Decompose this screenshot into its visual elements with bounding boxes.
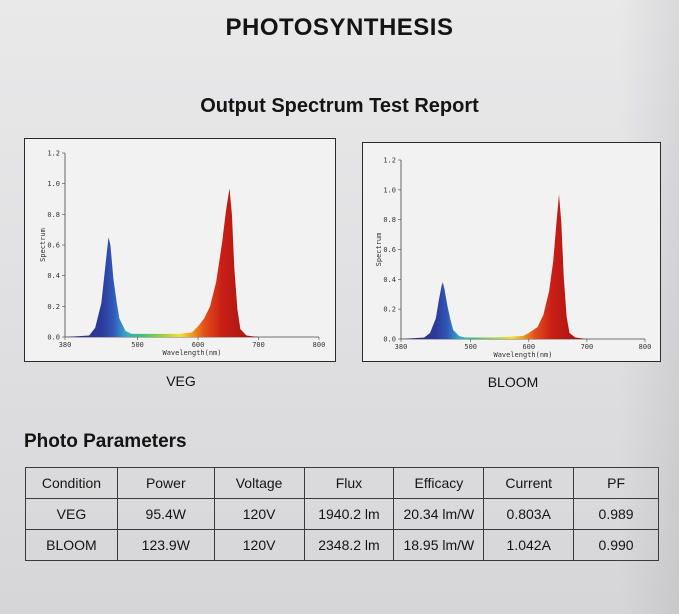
x-tick-label: 380: [395, 343, 408, 351]
photo-parameters-heading: Photo Parameters: [24, 431, 187, 452]
y-tick-label: 0.6: [383, 246, 396, 254]
veg-spectrum-chart: 0.0 0.2 0.4 0.6 0.8 1.0 1.2 380 500 600 700 800 Wave…: [24, 138, 336, 362]
bloom-chart-caption: BLOOM: [487, 374, 539, 390]
header-current: Current: [483, 467, 575, 499]
bloom-spectrum-svg: 0.0 0.2 0.4 0.6 0.8 1.0 1.2 380 500 600 700 800 Wave…: [375, 157, 652, 360]
cell-voltage: 120V: [213, 498, 305, 530]
x-tick-label: 500: [131, 341, 144, 349]
cell-efficacy: 18.95 lm/W: [393, 529, 485, 561]
x-tick-label: 800: [313, 341, 326, 349]
y-tick-label: 0.0: [47, 334, 60, 342]
y-tick-label: 0.8: [47, 211, 60, 219]
header-pf: PF: [573, 467, 659, 499]
cell-current: 0.803A: [483, 498, 575, 530]
x-axis-label: Wavelength(nm): [162, 349, 221, 357]
cell-pf: 0.989: [573, 498, 659, 530]
cell-condition: BLOOM: [25, 529, 118, 561]
header-power: Power: [116, 467, 215, 499]
y-tick-label: 0.4: [383, 276, 396, 284]
y-tick-label: 0.0: [383, 336, 396, 344]
y-axis-label: Spectrum: [375, 233, 383, 267]
cell-flux: 1940.2 lm: [303, 498, 395, 530]
table-row: VEG 95.4W 120V 1940.2 lm 20.34 lm/W 0.80…: [25, 498, 659, 530]
x-tick-label: 800: [639, 343, 652, 351]
x-tick-label: 700: [252, 341, 265, 349]
header-flux: Flux: [303, 467, 395, 499]
bloom-spectrum-chart: 0.0 0.2 0.4 0.6 0.8 1.0 1.2 380 500 600 700 800 Wave…: [362, 142, 661, 362]
spectrum-area: [401, 194, 645, 339]
x-tick-label: 600: [522, 343, 535, 351]
x-tick-label: 700: [581, 343, 594, 351]
x-tick-label: 500: [464, 343, 477, 351]
y-tick-label: 1.0: [383, 186, 396, 194]
y-tick-label: 1.2: [47, 150, 60, 158]
cell-condition: VEG: [25, 498, 118, 530]
page-title: PHOTOSYNTHESIS: [225, 14, 454, 41]
spectrum-area: [65, 188, 319, 337]
x-tick-label: 380: [59, 341, 72, 349]
y-tick-label: 0.2: [383, 306, 396, 314]
report-subtitle: Output Spectrum Test Report: [200, 95, 479, 117]
y-axis-label: Spectrum: [39, 228, 47, 262]
y-tick-label: 1.2: [383, 157, 396, 165]
y-tick-label: 1.0: [47, 180, 60, 188]
cell-voltage: 120V: [213, 529, 305, 561]
x-tick-label: 600: [192, 341, 205, 349]
cell-current: 1.042A: [483, 529, 575, 561]
table-header-row: Condition Power Voltage Flux Efficacy Cu…: [25, 467, 659, 499]
x-axis-label: Wavelength(nm): [493, 351, 552, 359]
y-tick-label: 0.4: [47, 272, 60, 280]
table-row: BLOOM 123.9W 120V 2348.2 lm 18.95 lm/W 1…: [25, 529, 659, 561]
cell-efficacy: 20.34 lm/W: [393, 498, 485, 530]
header-voltage: Voltage: [213, 467, 305, 499]
y-tick-label: 0.6: [47, 242, 60, 250]
header-efficacy: Efficacy: [393, 467, 485, 499]
header-condition: Condition: [25, 467, 118, 499]
y-tick-label: 0.2: [47, 303, 60, 311]
photo-parameters-table: Condition Power Voltage Flux Efficacy Cu…: [25, 467, 659, 561]
veg-chart-caption: VEG: [166, 373, 196, 389]
cell-flux: 2348.2 lm: [303, 529, 395, 561]
y-tick-label: 0.8: [383, 216, 396, 224]
cell-power: 123.9W: [116, 529, 215, 561]
cell-pf: 0.990: [573, 529, 659, 561]
veg-spectrum-svg: 0.0 0.2 0.4 0.6 0.8 1.0 1.2 380 500 600 700 800 Wave…: [39, 150, 326, 358]
cell-power: 95.4W: [116, 498, 215, 530]
